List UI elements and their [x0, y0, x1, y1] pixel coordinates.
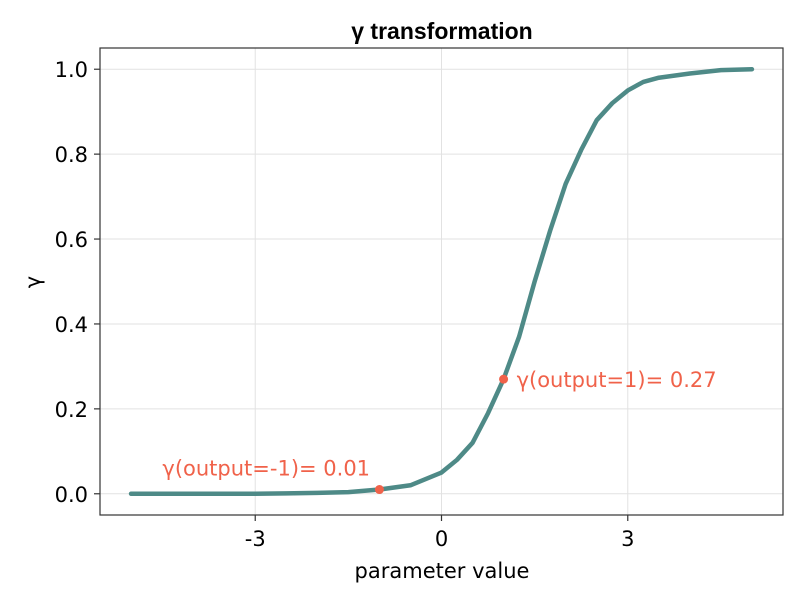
- x-tick-label: -3: [245, 527, 266, 551]
- y-tick-label: 0.2: [55, 398, 88, 422]
- y-axis-ticks: 0.0 0.2 0.4 0.6 0.8 1.0: [55, 58, 100, 507]
- y-tick-label: 0.0: [55, 483, 88, 507]
- series-line: [128, 66, 755, 497]
- annotation-label: γ(output=1)= 0.27: [517, 368, 717, 392]
- y-tick-label: 1.0: [55, 58, 88, 82]
- x-tick-label: 3: [621, 527, 634, 551]
- annotation-point: [499, 374, 509, 384]
- x-axis-ticks: -3 0 3: [245, 515, 634, 551]
- x-tick-label: 0: [435, 527, 448, 551]
- annotation-point: [374, 485, 384, 495]
- y-axis-label: γ: [21, 276, 45, 288]
- chart-title: γ transformation: [351, 18, 532, 44]
- y-tick-label: 0.4: [55, 313, 88, 337]
- y-tick-label: 0.8: [55, 143, 88, 167]
- x-axis-label: parameter value: [355, 559, 530, 583]
- annotation-label: γ(output=-1)= 0.01: [162, 457, 370, 481]
- series-layer: [128, 66, 755, 497]
- annotations-layer: γ(output=-1)= 0.01 γ(output=1)= 0.27: [162, 368, 717, 495]
- y-tick-label: 0.6: [55, 228, 88, 252]
